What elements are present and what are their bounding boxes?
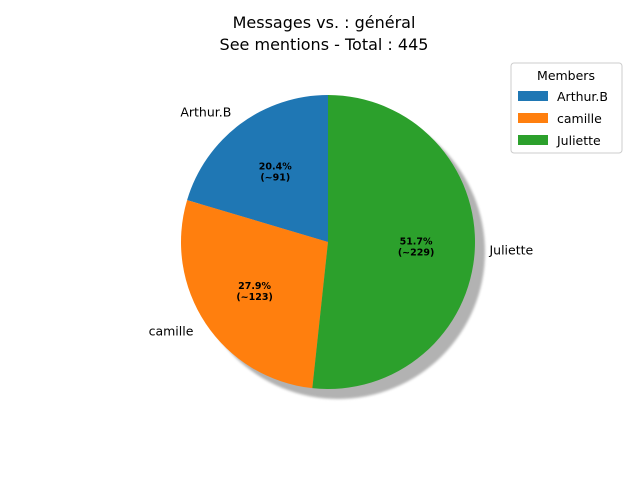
pct-label-juliette: 51.7% (~229) xyxy=(398,237,434,259)
legend-item-camille: camille xyxy=(518,111,602,126)
legend-swatch-juliette xyxy=(518,135,548,145)
legend-swatch-camille xyxy=(518,113,548,123)
legend-items: Arthur.B camille Juliette xyxy=(518,89,608,148)
slice-name-label-juliette: Juliette xyxy=(488,243,533,258)
chart-title-line-1: Messages vs. : général xyxy=(233,13,416,32)
legend-label-juliette: Juliette xyxy=(556,133,601,148)
pct-label-arthur-b: 20.4% (~91) xyxy=(259,161,292,183)
pct-label-camille: 27.9% (~123) xyxy=(236,281,272,303)
chart-title-line-2: See mentions - Total : 445 xyxy=(220,35,429,54)
legend-label-arthur-b: Arthur.B xyxy=(557,89,608,104)
slice-name-label-arthur-b: Arthur.B xyxy=(180,104,231,119)
pie-slices xyxy=(180,95,475,389)
legend-item-arthur-b: Arthur.B xyxy=(518,89,608,104)
pie-slice-arthur-b xyxy=(187,95,328,242)
legend-title: Members xyxy=(537,68,595,83)
legend-swatch-arthur-b xyxy=(518,91,548,101)
legend-frame xyxy=(510,62,623,154)
legend-label-camille: camille xyxy=(557,111,602,126)
pie-slice-camille xyxy=(180,200,328,389)
legend: Members Arthur.B camille Juliette xyxy=(510,62,623,154)
legend-item-juliette: Juliette xyxy=(518,133,601,148)
pie-slice-juliette xyxy=(312,95,475,389)
pie-percent-labels: 20.4% (~91) 27.9% (~123) 51.7% (~229) xyxy=(236,161,434,303)
slice-name-label-camille: camille xyxy=(149,324,194,339)
pie-slice-name-labels: Arthur.B camille Juliette xyxy=(149,104,534,338)
